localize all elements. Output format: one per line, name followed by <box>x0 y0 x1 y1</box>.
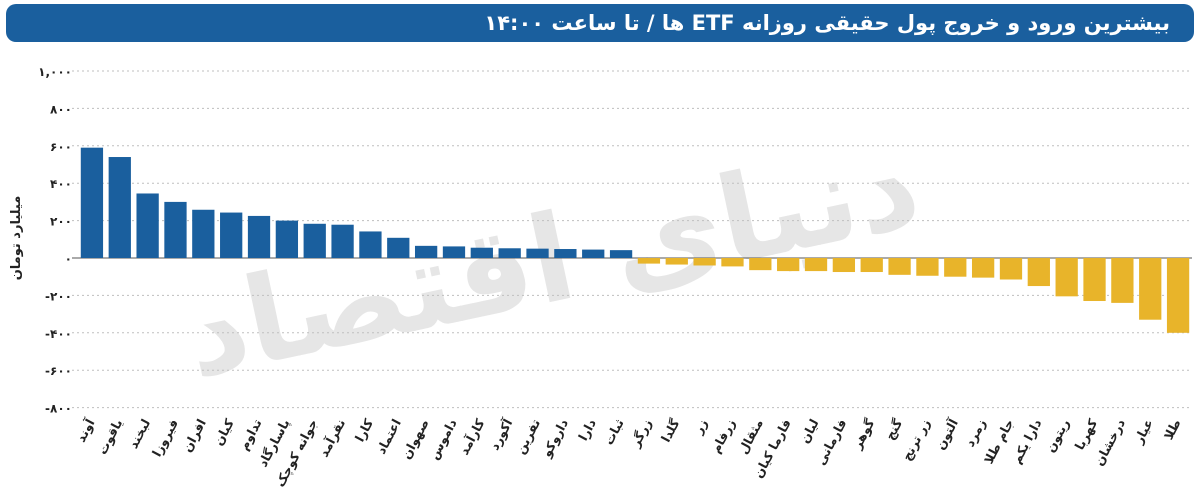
x-tick-label: آکورد <box>487 416 516 453</box>
x-tick-label: یاقوت <box>94 416 125 457</box>
x-tick-label: کهربا <box>1072 416 1101 453</box>
x-tick-label: لیان <box>797 416 822 445</box>
bar <box>414 245 438 258</box>
chart-title: بیشترین ورود و خروج پول حقیقی روزانه ETF… <box>484 11 1170 35</box>
bar <box>526 248 549 258</box>
y-axis-label: میلیارد تومان <box>9 196 24 281</box>
x-tick-label: لبخند <box>125 416 153 451</box>
bar <box>1139 258 1162 320</box>
y-tick-label: ۱,۰۰۰ <box>38 65 72 79</box>
bar <box>247 215 271 258</box>
y-tick-label: -۲۰۰ <box>45 289 72 303</box>
x-tick-label: زرفام <box>708 416 739 456</box>
bar <box>609 250 633 258</box>
bar <box>804 258 828 272</box>
x-tick-label: زمرد <box>962 416 989 449</box>
bar <box>331 224 354 258</box>
y-tick-label: ۲۰۰ <box>50 215 72 229</box>
bar <box>192 209 215 258</box>
bar <box>777 258 800 272</box>
bar <box>916 258 939 276</box>
x-tick-label: گنج <box>882 416 906 443</box>
bar <box>164 201 187 258</box>
bar <box>275 220 299 258</box>
bar <box>582 249 605 258</box>
x-tick-label: گوهر <box>849 416 878 452</box>
bar <box>136 193 159 258</box>
bar <box>359 231 382 258</box>
bar <box>108 157 131 258</box>
x-tick-label: داروکو <box>538 416 571 460</box>
bar <box>888 258 911 275</box>
y-tick-label: -۶۰۰ <box>45 364 72 378</box>
x-tick-label: عیار <box>1130 416 1156 446</box>
bar <box>1027 258 1050 287</box>
y-tick-label: -۸۰۰ <box>45 402 72 416</box>
bar <box>303 223 326 258</box>
x-tick-label: آلتون <box>932 416 961 452</box>
bar <box>1083 258 1106 302</box>
bar <box>80 147 104 258</box>
bar <box>693 258 716 266</box>
x-tick-label: زر <box>690 416 710 437</box>
x-tick-label: آوند <box>73 416 98 445</box>
bar <box>860 258 883 273</box>
bar <box>665 258 688 265</box>
x-tick-label: مثقال <box>735 416 766 456</box>
x-tick-label: دارا <box>575 416 599 443</box>
bar <box>387 237 410 258</box>
bar <box>1055 258 1078 297</box>
x-tick-label: زرگر <box>627 416 655 450</box>
bar <box>1166 258 1190 333</box>
bar <box>999 258 1023 280</box>
bar <box>832 258 856 273</box>
bar <box>470 247 493 258</box>
x-tick-label: تداوم <box>236 416 266 453</box>
bar <box>971 258 995 278</box>
bar <box>637 258 661 264</box>
bar <box>442 246 466 258</box>
bar <box>749 258 772 271</box>
bar <box>554 249 577 258</box>
x-tick-label: ثبات <box>601 416 627 447</box>
bar <box>721 258 744 267</box>
x-tick-label: کارآمد <box>456 416 488 458</box>
x-tick-label: طلا <box>1160 416 1183 442</box>
y-tick-label: ۰ <box>65 252 72 266</box>
y-tick-label: ۶۰۰ <box>50 140 72 154</box>
y-tick-label: -۴۰۰ <box>45 327 72 341</box>
x-tick-label: گلدا <box>658 416 683 445</box>
y-tick-label: ۸۰۰ <box>50 102 72 116</box>
bar <box>944 258 967 277</box>
y-tick-label: ۴۰۰ <box>50 177 72 191</box>
x-tick-label: فیروزا <box>149 416 181 459</box>
x-tick-label: کارا <box>352 416 377 444</box>
bar <box>1111 258 1134 303</box>
bar <box>220 212 243 258</box>
x-tick-label: افران <box>179 416 209 454</box>
x-tick-label: کیان <box>211 416 238 448</box>
title-bar: بیشترین ورود و خروج پول حقیقی روزانه ETF… <box>6 4 1194 42</box>
bar <box>498 248 521 258</box>
x-tick-label: نقرآمد <box>316 416 348 459</box>
x-tick-label: ریتون <box>1042 416 1072 454</box>
